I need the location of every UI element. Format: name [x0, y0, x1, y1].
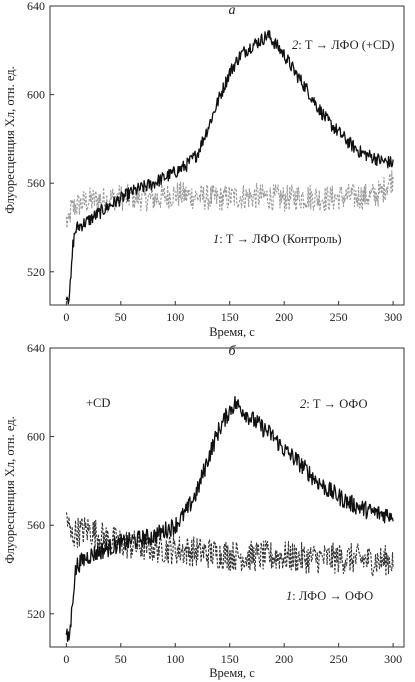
x-tick-label: 250 — [330, 310, 348, 324]
plot-frame-a — [49, 5, 405, 306]
panel-b: 0 50 100 150 200 250 300 520 560 600 640 б +CD 2: … — [3, 341, 405, 680]
panel-label-a: а — [229, 3, 236, 18]
panel-label-b: б — [228, 344, 236, 359]
series-a — [65, 30, 394, 305]
y-tick-label: 560 — [27, 176, 45, 190]
panel-a: 0 50 100 150 200 250 300 520 560 600 640 а 2: Т → … — [3, 0, 405, 339]
x-tick-label: 0 — [63, 652, 69, 666]
series-label-b-1: 1: ЛФО → ОФО — [286, 589, 373, 603]
series-line-2 — [65, 396, 394, 643]
series-line-2 — [65, 30, 394, 305]
annotation-plus-cd: +CD — [86, 396, 110, 410]
x-tick-label: 100 — [166, 652, 184, 666]
x-tick-label: 150 — [221, 652, 239, 666]
series-b — [65, 396, 394, 643]
series-label-a-2: 2: Т → ЛФО (+CD) — [292, 38, 394, 52]
ticks-b: 0 50 100 150 200 250 300 520 560 600 640 — [27, 341, 402, 666]
y-tick-label: 560 — [27, 518, 45, 532]
x-tick-label: 50 — [115, 310, 127, 324]
x-tick-label: 300 — [384, 652, 402, 666]
y-tick-label: 520 — [27, 607, 45, 621]
x-axis-title-a: Время, с — [209, 325, 255, 339]
x-axis-title-b: Время, с — [209, 666, 255, 680]
y-axis-title-b: Флуоресценция Хл, отн. ед. — [3, 416, 17, 563]
series-label-a-1: 1: Т → ЛФО (Контроль) — [213, 232, 342, 246]
x-tick-label: 200 — [275, 310, 293, 324]
x-tick-label: 50 — [115, 652, 127, 666]
x-tick-label: 250 — [330, 652, 348, 666]
plot-frame-b — [49, 347, 405, 648]
x-tick-label: 200 — [275, 652, 293, 666]
series-label-b-2: 2: Т → ОФО — [300, 397, 367, 411]
y-tick-label: 520 — [27, 265, 45, 279]
x-tick-label: 100 — [166, 310, 184, 324]
y-tick-label: 640 — [27, 0, 45, 13]
y-axis-title-a: Флуоресценция Хл, отн. ед. — [3, 66, 17, 213]
ticks-a: 0 50 100 150 200 250 300 520 560 600 640 — [27, 0, 402, 324]
y-tick-label: 640 — [27, 341, 45, 355]
y-tick-label: 600 — [27, 88, 45, 102]
x-tick-label: 150 — [221, 310, 239, 324]
x-tick-label: 0 — [63, 310, 69, 324]
x-tick-label: 300 — [384, 310, 402, 324]
y-tick-label: 600 — [27, 430, 45, 444]
